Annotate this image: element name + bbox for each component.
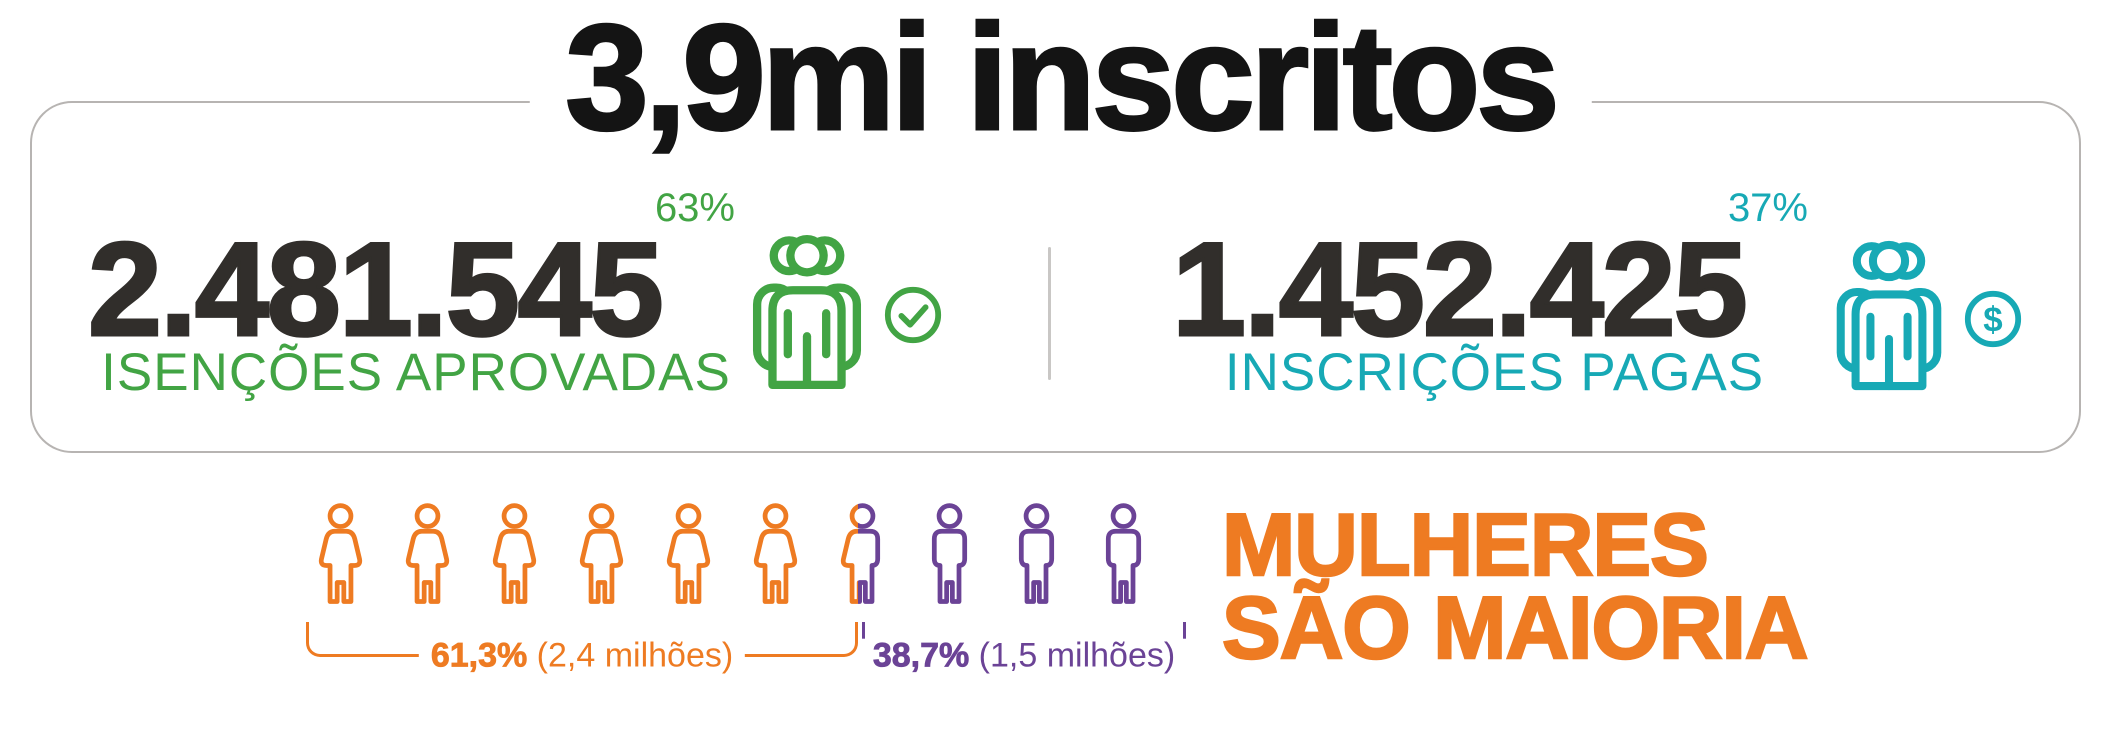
man-icon xyxy=(921,502,978,608)
women-count: (2,4 milhões) xyxy=(536,636,734,675)
dollar-badge-icon: $ xyxy=(1964,290,2022,348)
woman-icon xyxy=(747,502,804,608)
women-bracket: 61,3% (2,4 milhões) xyxy=(306,622,858,673)
exemptions-label: ISENÇÕES APROVADAS xyxy=(101,343,731,402)
men-percent: 38,7% xyxy=(872,636,970,675)
paid-label: INSCRIÇÕES PAGAS xyxy=(1224,343,1765,402)
woman-icon xyxy=(486,502,543,608)
paid-value: 1.452.425 xyxy=(1171,216,1750,364)
women-icons xyxy=(312,502,804,608)
people-group-icon xyxy=(1832,240,1946,391)
split-person-icon xyxy=(834,502,891,608)
headline-line-1: MULHERES xyxy=(1221,495,1710,594)
woman-icon xyxy=(312,502,369,608)
vertical-divider xyxy=(1048,247,1051,380)
gender-pictogram-row xyxy=(312,502,1152,608)
dollar-symbol: $ xyxy=(1983,301,2002,340)
men-icons xyxy=(921,502,1152,608)
man-icon xyxy=(1008,502,1065,608)
people-group-icon xyxy=(748,234,866,390)
woman-icon xyxy=(660,502,717,608)
paid-percent: 37% xyxy=(1727,186,1808,230)
women-percent: 61,3% xyxy=(430,636,528,675)
men-bracket: 38,7% (1,5 milhões) xyxy=(860,622,1188,673)
registrations-box xyxy=(30,101,2081,453)
exemptions-value: 2.481.545 xyxy=(87,216,666,364)
men-share-label: 38,7% (1,5 milhões) xyxy=(860,636,1188,675)
exemptions-percent: 63% xyxy=(654,186,735,230)
page-title: 3,9mi inscritos xyxy=(529,1,1592,154)
woman-icon xyxy=(399,502,456,608)
check-badge-icon xyxy=(884,286,942,344)
woman-icon xyxy=(573,502,630,608)
gender-headline: MULHERES SÃO MAIORIA xyxy=(1221,495,1810,677)
men-count: (1,5 milhões) xyxy=(978,636,1176,675)
man-icon xyxy=(1095,502,1152,608)
headline-line-2: SÃO MAIORIA xyxy=(1221,577,1810,677)
women-share-label: 61,3% (2,4 milhões) xyxy=(418,636,746,675)
